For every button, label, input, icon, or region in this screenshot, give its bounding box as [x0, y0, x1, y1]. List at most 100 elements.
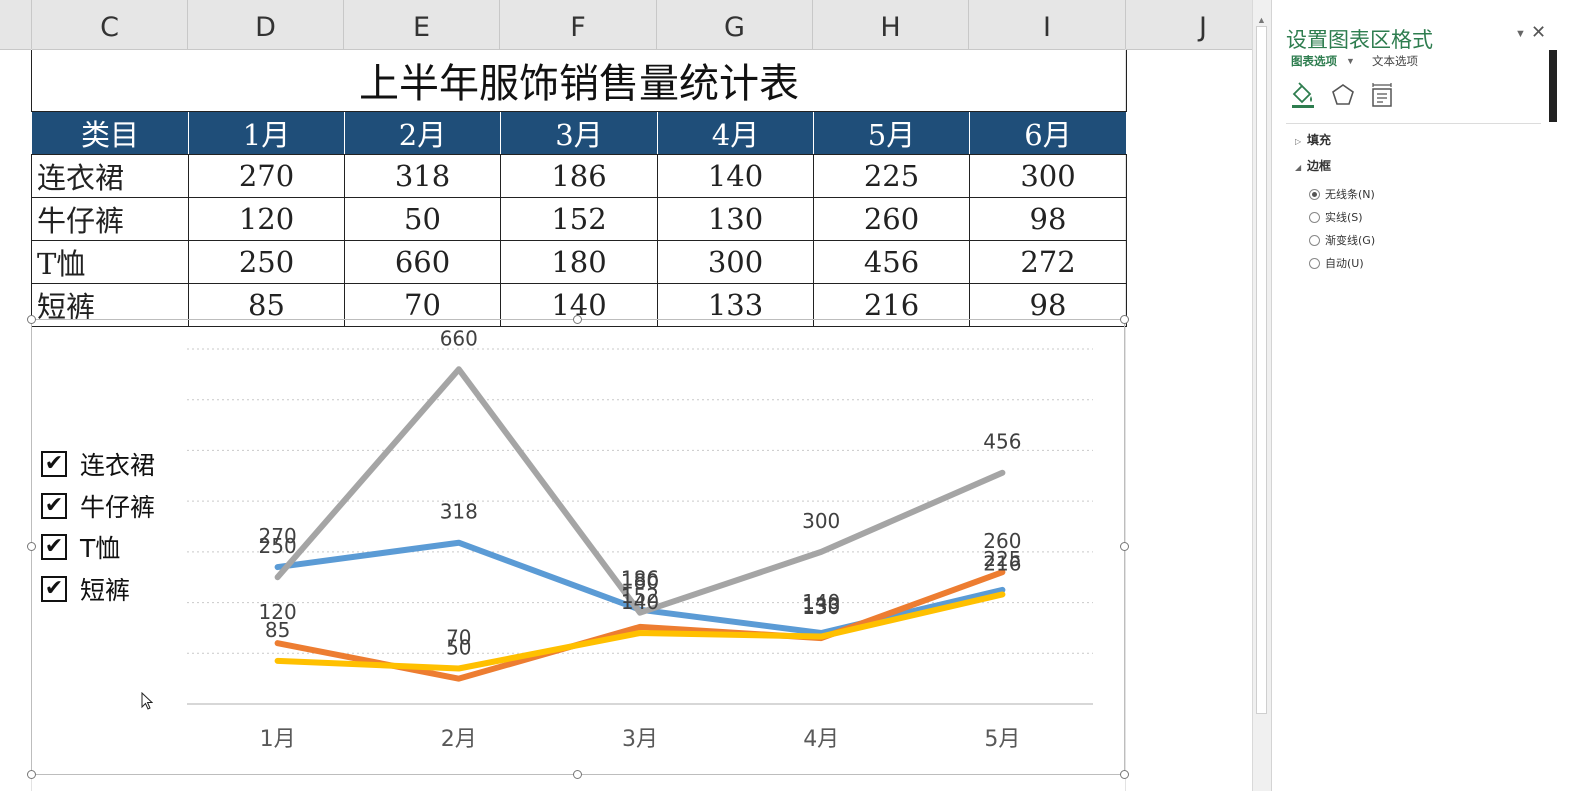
column-header-i[interactable]: I: [969, 0, 1126, 49]
size-properties-icon[interactable]: [1367, 80, 1397, 110]
value-cell[interactable]: 270: [188, 153, 345, 198]
data-label[interactable]: 300: [802, 509, 840, 533]
resize-handle-top-left[interactable]: [27, 315, 36, 324]
scroll-up-icon[interactable]: ▲: [1257, 15, 1266, 25]
section-fill[interactable]: ▷ 填充: [1295, 131, 1331, 148]
data-label[interactable]: 152: [621, 584, 659, 608]
line-chart[interactable]: 1月 2月 3月 4月 5月 270 318 186 140 225 120 50 152 130 260 2…: [27, 315, 1129, 779]
radio-button[interactable]: [1309, 188, 1320, 200]
legend-item-tshirt[interactable]: ✔ T恤: [41, 532, 120, 563]
tab-text-options[interactable]: 文本选项: [1372, 54, 1418, 68]
header-cell[interactable]: 3月: [500, 110, 658, 155]
data-label[interactable]: 140: [802, 590, 840, 614]
value-cell[interactable]: 50: [344, 196, 501, 241]
data-label[interactable]: 260: [983, 529, 1021, 553]
data-label[interactable]: 225: [983, 547, 1021, 571]
radio-gradient-line[interactable]: 渐变线(G): [1309, 232, 1375, 248]
value-cell[interactable]: 250: [188, 239, 345, 284]
effects-icon[interactable]: [1328, 80, 1358, 110]
pane-options-dropdown-icon[interactable]: ▼: [1515, 28, 1526, 40]
category-cell[interactable]: 连衣裙: [31, 153, 189, 198]
radio-button[interactable]: [1309, 257, 1320, 269]
column-header-partial[interactable]: [0, 0, 32, 49]
resize-handle-bottom-right[interactable]: [1120, 770, 1129, 779]
column-header-j[interactable]: J: [1199, 12, 1207, 43]
header-cell[interactable]: 2月: [344, 110, 501, 155]
value-cell[interactable]: 456: [813, 239, 970, 284]
value-cell[interactable]: 180: [500, 239, 658, 284]
resize-handle-right[interactable]: [1120, 542, 1129, 551]
data-label[interactable]: 50: [446, 636, 471, 660]
value-cell[interactable]: 120: [188, 196, 345, 241]
scrollbar-thumb[interactable]: [1256, 26, 1267, 714]
value-cell[interactable]: 318: [344, 153, 501, 198]
header-cell[interactable]: 类目: [31, 110, 189, 155]
data-label[interactable]: 133: [802, 594, 840, 618]
header-cell[interactable]: 4月: [657, 110, 814, 155]
radio-automatic[interactable]: 自动(U): [1309, 255, 1364, 271]
data-label[interactable]: 456: [983, 430, 1021, 454]
tab-chart-options[interactable]: 图表选项: [1291, 54, 1337, 68]
radio-no-line[interactable]: 无线条(N): [1309, 186, 1375, 202]
column-header-c[interactable]: C: [32, 0, 188, 49]
radio-button[interactable]: [1309, 211, 1320, 223]
header-cell[interactable]: 1月: [188, 110, 345, 155]
value-cell[interactable]: 130: [657, 196, 814, 241]
resize-handle-bottom[interactable]: [573, 770, 582, 779]
expand-arrow-icon[interactable]: ▷: [1295, 137, 1302, 146]
category-cell[interactable]: 牛仔裤: [31, 196, 189, 241]
data-label[interactable]: 660: [440, 326, 478, 350]
radio-button[interactable]: [1309, 234, 1320, 246]
close-icon[interactable]: ✕: [1531, 22, 1547, 42]
legend-checkbox[interactable]: ✔: [41, 493, 67, 519]
fill-line-icon[interactable]: [1288, 80, 1318, 110]
resize-handle-left[interactable]: [27, 542, 36, 551]
resize-handle-bottom-left[interactable]: [27, 770, 36, 779]
column-header-h[interactable]: H: [813, 0, 969, 49]
section-border[interactable]: ◢ 边框: [1295, 157, 1331, 174]
legend-item-jeans[interactable]: ✔ 牛仔裤: [41, 491, 155, 522]
legend-item-dress[interactable]: ✔ 连衣裙: [41, 449, 155, 480]
data-label[interactable]: 85: [265, 618, 290, 642]
header-cell[interactable]: 5月: [813, 110, 970, 155]
worksheet[interactable]: C D E F G H I J 上半年服饰销售量统计表 类目 1月 2月 3月 …: [0, 0, 1252, 791]
series-line[interactable]: [274, 366, 1006, 616]
value-cell[interactable]: 300: [657, 239, 814, 284]
resize-handle-top-right[interactable]: [1120, 315, 1129, 324]
value-cell[interactable]: 152: [500, 196, 658, 241]
header-cell[interactable]: 6月: [969, 110, 1127, 155]
value-cell[interactable]: 260: [813, 196, 970, 241]
legend-checkbox[interactable]: ✔: [41, 576, 67, 602]
data-label[interactable]: 186: [621, 567, 659, 591]
data-label[interactable]: 70: [446, 626, 471, 650]
series-line[interactable]: [274, 591, 1006, 672]
column-header-d[interactable]: D: [188, 0, 344, 49]
value-cell[interactable]: 140: [657, 153, 814, 198]
column-header-g[interactable]: G: [657, 0, 813, 49]
data-label[interactable]: 216: [983, 551, 1021, 575]
value-cell[interactable]: 660: [344, 239, 501, 284]
data-label[interactable]: 120: [259, 600, 297, 624]
table-title[interactable]: 上半年服饰销售量统计表: [31, 50, 1127, 112]
data-label[interactable]: 180: [621, 570, 659, 594]
vertical-scrollbar[interactable]: ▲: [1252, 0, 1271, 791]
resize-handle-top[interactable]: [573, 315, 582, 324]
data-label[interactable]: 270: [259, 524, 297, 548]
radio-solid-line[interactable]: 实线(S): [1309, 209, 1363, 225]
category-cell[interactable]: T恤: [31, 239, 189, 284]
column-header-e[interactable]: E: [344, 0, 500, 49]
value-cell[interactable]: 300: [969, 153, 1127, 198]
column-header-f[interactable]: F: [500, 0, 657, 49]
chevron-down-icon[interactable]: ▼: [1346, 56, 1355, 66]
data-label[interactable]: 318: [440, 500, 478, 524]
data-label[interactable]: 250: [259, 534, 297, 558]
data-label[interactable]: 140: [621, 590, 659, 614]
legend-item-shorts[interactable]: ✔ 短裤: [41, 574, 130, 605]
value-cell[interactable]: 186: [500, 153, 658, 198]
legend-checkbox[interactable]: ✔: [41, 534, 67, 560]
value-cell[interactable]: 225: [813, 153, 970, 198]
value-cell[interactable]: 272: [969, 239, 1127, 284]
legend-checkbox[interactable]: ✔: [41, 451, 67, 477]
value-cell[interactable]: 98: [969, 196, 1127, 241]
